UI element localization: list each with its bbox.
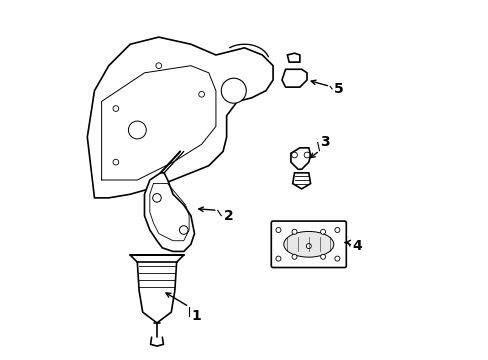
Polygon shape <box>144 173 194 251</box>
Polygon shape <box>292 173 310 189</box>
Circle shape <box>152 194 161 202</box>
Polygon shape <box>282 69 306 87</box>
Circle shape <box>291 254 296 259</box>
Circle shape <box>221 78 246 103</box>
Circle shape <box>156 63 162 68</box>
Circle shape <box>291 229 296 234</box>
Text: 1: 1 <box>191 309 201 323</box>
Circle shape <box>334 256 339 261</box>
Circle shape <box>275 256 281 261</box>
FancyBboxPatch shape <box>271 221 346 267</box>
Circle shape <box>334 228 339 233</box>
Text: 5: 5 <box>334 82 344 96</box>
Text: 3: 3 <box>320 135 329 149</box>
Circle shape <box>128 121 146 139</box>
Circle shape <box>305 244 311 249</box>
Polygon shape <box>287 53 299 62</box>
Circle shape <box>320 229 325 234</box>
Circle shape <box>304 152 309 158</box>
Circle shape <box>198 91 204 97</box>
Circle shape <box>291 152 297 158</box>
Polygon shape <box>290 148 310 169</box>
Text: 4: 4 <box>351 239 361 253</box>
Circle shape <box>113 159 119 165</box>
Ellipse shape <box>283 231 333 257</box>
Circle shape <box>113 106 119 111</box>
Text: 2: 2 <box>223 209 233 223</box>
Circle shape <box>179 226 188 234</box>
Polygon shape <box>87 37 272 198</box>
Circle shape <box>275 228 281 233</box>
Circle shape <box>320 254 325 259</box>
